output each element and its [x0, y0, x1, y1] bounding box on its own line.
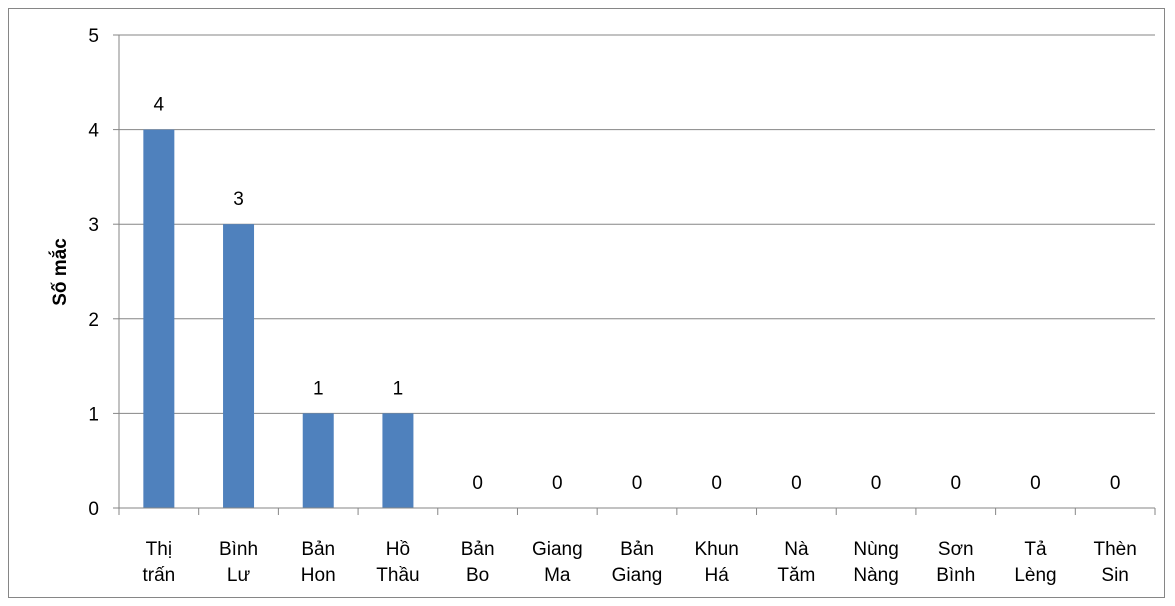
data-label: 1 [393, 378, 404, 399]
x-tick-label: Bản [301, 539, 335, 560]
x-tick-label: Hon [301, 565, 336, 586]
x-tick-label: Thèn [1093, 539, 1136, 560]
x-tick-label: Nùng [853, 539, 898, 560]
bar [223, 224, 255, 508]
data-label: 3 [233, 189, 244, 210]
x-tick-label: Thầu [376, 565, 419, 586]
data-label: 0 [1110, 473, 1121, 494]
x-tick-label: Há [705, 565, 730, 586]
axes [113, 34, 1156, 515]
x-tick-label: Bình [219, 539, 258, 560]
x-tick-label: Tả [1024, 539, 1047, 560]
data-label: 0 [632, 473, 643, 494]
x-tick-label: Giang [612, 565, 663, 586]
x-tick-label: Lư [227, 565, 251, 586]
y-tick-label: 0 [88, 499, 99, 520]
data-label: 1 [313, 378, 324, 399]
data-label: 0 [791, 473, 802, 494]
data-label: 0 [472, 473, 483, 494]
bar [143, 129, 175, 508]
data-label: 0 [552, 473, 563, 494]
chart-frame [8, 8, 1165, 598]
x-tick-label: Bản [620, 539, 654, 560]
x-tick-label: Lèng [1014, 565, 1056, 586]
x-tick-label: Sin [1101, 565, 1128, 586]
bar [382, 413, 414, 508]
bar [302, 413, 334, 508]
y-tick-label: 4 [88, 121, 99, 142]
data-label: 0 [871, 473, 882, 494]
gridlines [119, 34, 1155, 414]
x-tick-label: Tăm [777, 565, 815, 586]
y-tick-label: 5 [88, 26, 99, 47]
x-tick-label: Bình [936, 565, 975, 586]
x-tick-label: Bo [466, 565, 489, 586]
y-tick-label: 2 [88, 310, 99, 331]
labels: 0 1 2 3 4 5 4 Thị trấn 3 Bình Lư 1 Bản Hon 1 Hồ Thầu 0 Bản B… [88, 26, 1136, 586]
x-tick-label: Khun [695, 539, 739, 560]
y-tick-label: 3 [88, 215, 99, 236]
x-tick-label: trấn [142, 565, 175, 586]
x-tick-label: Nàng [853, 565, 898, 586]
bars [143, 129, 414, 508]
x-tick-label: Nà [784, 539, 809, 560]
x-tick-label: Thị [146, 539, 172, 560]
x-tick-label: Giang [532, 539, 583, 560]
data-label: 0 [1030, 473, 1041, 494]
x-tick-label: Sơn [938, 539, 974, 560]
data-label: 0 [950, 473, 961, 494]
data-label: 0 [711, 473, 722, 494]
x-tick-label: Bản [461, 539, 495, 560]
y-axis-title: Số mắc [49, 238, 71, 306]
x-tick-label: Ma [544, 565, 571, 586]
x-tick-label: Hồ [386, 539, 410, 560]
data-label: 4 [154, 95, 165, 116]
y-tick-label: 1 [88, 404, 99, 425]
